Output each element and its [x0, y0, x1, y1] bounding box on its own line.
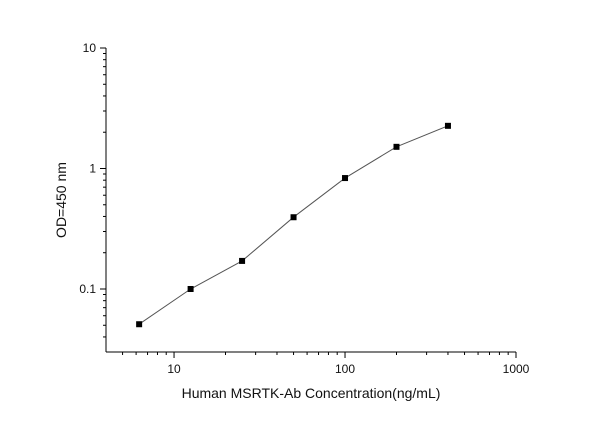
ticks: 10 100 1000 0.1 1 10: [79, 41, 529, 376]
data-point-marker: [290, 214, 297, 221]
data-point-marker: [136, 321, 143, 328]
data-point-marker: [239, 257, 246, 264]
data-point-marker: [187, 285, 194, 292]
y-tick-label: 1: [89, 161, 96, 175]
data-point-marker: [342, 175, 349, 182]
y-tick-label: 0.1: [79, 282, 96, 296]
y-tick-label: 10: [83, 41, 97, 55]
x-axis-title: Human MSRTK-Ab Concentration(ng/mL): [182, 385, 441, 401]
x-tick-label: 100: [335, 362, 355, 376]
series-line: [138, 125, 449, 325]
axes: [105, 48, 516, 353]
data-point-marker: [444, 122, 451, 129]
x-tick-label: 1000: [503, 362, 530, 376]
data-series: [136, 122, 451, 328]
x-tick-label: 10: [167, 362, 181, 376]
y-axis-title: OD=450 nm: [53, 162, 69, 238]
data-point-marker: [393, 143, 400, 150]
